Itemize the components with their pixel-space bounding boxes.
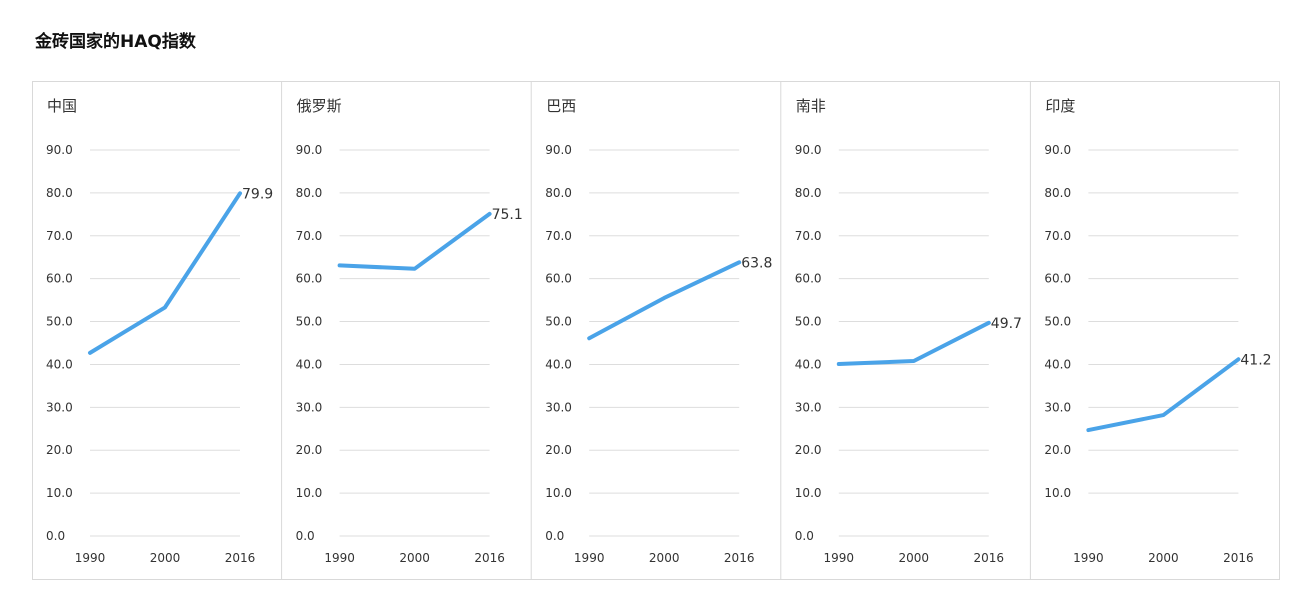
panel-5-y-tick-label: 60.0 <box>1044 272 1071 286</box>
panel-4-x-tick-label: 2016 <box>974 551 1005 565</box>
panel-2-x-tick-label: 2000 <box>399 551 430 565</box>
panel-5-series-line <box>1086 357 1241 433</box>
panel-4-y-tick-label: 60.0 <box>795 272 822 286</box>
panel-4-series-line <box>836 320 991 367</box>
panel-2-x-tick-label: 1990 <box>324 551 355 565</box>
panel-1-y-tick-label: 20.0 <box>46 443 73 457</box>
panel-3-data-label: 63.8 <box>741 255 772 271</box>
panel-3-x-tick-label: 2016 <box>724 551 755 565</box>
panel-1-y-tick-label: 90.0 <box>46 143 73 157</box>
panel-3-y-tick-label: 40.0 <box>545 357 572 371</box>
panel-1-y-tick-label: 50.0 <box>46 315 73 329</box>
panel-4-y-tick-label: 50.0 <box>795 315 822 329</box>
panel-5-y-tick-label: 70.0 <box>1044 229 1071 243</box>
panel-2-y-tick-label: 70.0 <box>296 229 323 243</box>
panel-3-y-tick-label: 0.0 <box>545 529 564 543</box>
page-title: 金砖国家的HAQ指数 <box>35 32 196 52</box>
panel-1-y-tick-label: 60.0 <box>46 272 73 286</box>
panel-4-y-tick-label: 30.0 <box>795 400 822 414</box>
panel-4-y-tick-label: 20.0 <box>795 443 822 457</box>
panel-4-y-tick-label: 0.0 <box>795 529 814 543</box>
panel-4-x-tick-label: 2000 <box>899 551 930 565</box>
panel-3-y-tick-label: 90.0 <box>545 143 572 157</box>
panel-5-x-tick-label: 2000 <box>1148 551 1179 565</box>
panel-1-x-tick-label: 2016 <box>225 551 256 565</box>
panel-5-y-tick-label: 30.0 <box>1044 400 1071 414</box>
panel-2-y-tick-label: 0.0 <box>296 529 315 543</box>
panel-1-y-tick-label: 10.0 <box>46 486 73 500</box>
panel-3-y-tick-label: 80.0 <box>545 186 572 200</box>
panel-5-y-tick-label: 40.0 <box>1044 357 1071 371</box>
chart-panel-frame <box>32 81 1280 580</box>
panel-2-y-tick-label: 90.0 <box>296 143 323 157</box>
panel-1-x-tick-label: 2000 <box>150 551 181 565</box>
panel-3-series-line <box>587 260 742 341</box>
panel-1-y-tick-label: 40.0 <box>46 357 73 371</box>
panel-5-y-tick-label: 20.0 <box>1044 443 1071 457</box>
panel-4-y-tick-label: 40.0 <box>795 357 822 371</box>
panel-3-y-tick-label: 30.0 <box>545 400 572 414</box>
panel-3-x-tick-label: 1990 <box>574 551 605 565</box>
panel-2-y-tick-label: 80.0 <box>296 186 323 200</box>
panel-4-data-label: 49.7 <box>991 316 1022 332</box>
panel-2-y-tick-label: 20.0 <box>296 443 323 457</box>
panel-4-title: 南非 <box>796 97 826 115</box>
panel-4-x-tick-label: 1990 <box>824 551 855 565</box>
panel-5-y-tick-label: 80.0 <box>1044 186 1071 200</box>
panel-4-y-tick-label: 10.0 <box>795 486 822 500</box>
panel-2-title: 俄罗斯 <box>297 97 342 115</box>
panel-3-title: 巴西 <box>546 97 576 115</box>
panel-2-y-tick-label: 50.0 <box>296 315 323 329</box>
panel-3-y-tick-label: 60.0 <box>545 272 572 286</box>
panel-5-data-label: 41.2 <box>1240 352 1271 368</box>
panel-1-y-tick-label: 80.0 <box>46 186 73 200</box>
panel-2-series-line <box>337 211 492 271</box>
panel-4-y-tick-label: 80.0 <box>795 186 822 200</box>
panel-3-x-tick-label: 2000 <box>649 551 680 565</box>
panel-1-y-tick-label: 30.0 <box>46 400 73 414</box>
panel-1-series-line <box>88 191 242 355</box>
panel-1-x-tick-label: 1990 <box>75 551 106 565</box>
panel-5-y-tick-label: 50.0 <box>1044 315 1071 329</box>
panel-1-y-tick-label: 70.0 <box>46 229 73 243</box>
panel-2-y-tick-label: 10.0 <box>296 486 323 500</box>
panel-5-title: 印度 <box>1045 97 1075 115</box>
panel-1-title: 中国 <box>47 97 77 115</box>
panel-3-y-tick-label: 70.0 <box>545 229 572 243</box>
panel-5-x-tick-label: 1990 <box>1073 551 1104 565</box>
panel-5-y-tick-label: 10.0 <box>1044 486 1071 500</box>
panel-3-y-tick-label: 20.0 <box>545 443 572 457</box>
panel-2-y-tick-label: 30.0 <box>296 400 323 414</box>
panel-2-y-tick-label: 40.0 <box>296 357 323 371</box>
panel-5-x-tick-label: 2016 <box>1223 551 1254 565</box>
panel-1-y-tick-label: 0.0 <box>46 529 65 543</box>
panel-4-y-tick-label: 90.0 <box>795 143 822 157</box>
panel-5-y-tick-label: 90.0 <box>1044 143 1071 157</box>
panel-2-x-tick-label: 2016 <box>474 551 505 565</box>
panel-2-data-label: 75.1 <box>492 207 523 223</box>
panel-3-y-tick-label: 10.0 <box>545 486 572 500</box>
panel-4-y-tick-label: 70.0 <box>795 229 822 243</box>
panel-2-y-tick-label: 60.0 <box>296 272 323 286</box>
panel-1-data-label: 79.9 <box>242 186 273 202</box>
panel-3-y-tick-label: 50.0 <box>545 315 572 329</box>
